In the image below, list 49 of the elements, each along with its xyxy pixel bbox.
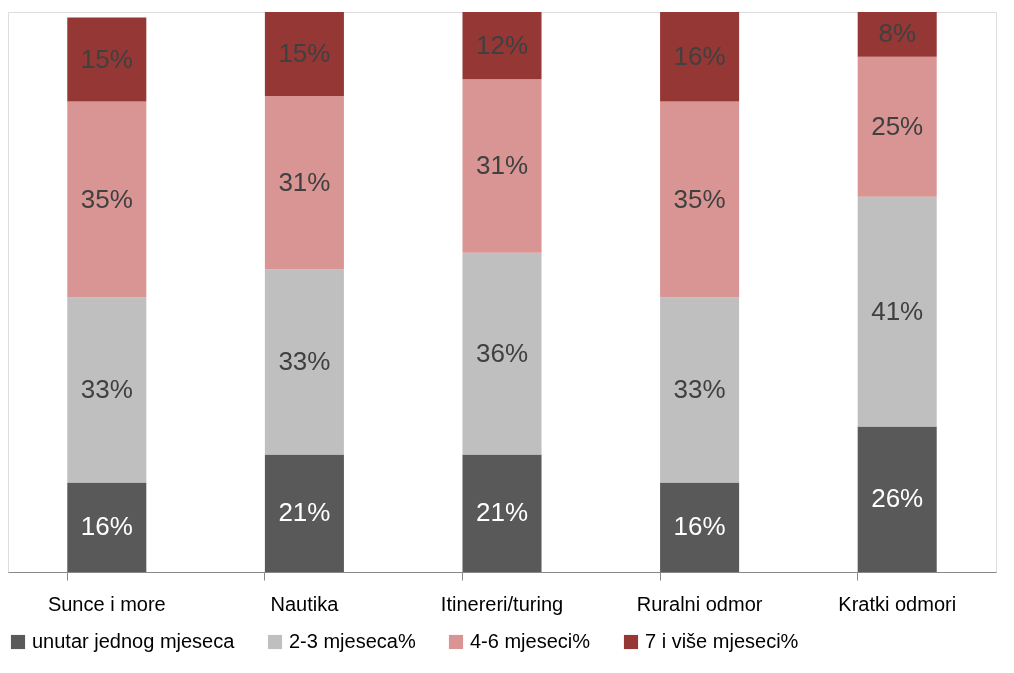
legend-label: 4-6 mjeseci% [470,630,591,652]
data-label: 16% [673,511,726,542]
data-label: 12% [475,29,529,60]
data-label: 8% [878,18,916,49]
bar [67,17,147,102]
bar [660,101,740,298]
legend-label: unutar jednog mjeseca [32,630,236,652]
data-label: 36% [475,337,529,368]
bar [857,196,937,427]
data-label: 31% [475,150,529,180]
legend-label: 7 i više mjeseci% [645,630,799,652]
bar [462,454,542,572]
bar [264,269,344,455]
bar [67,297,147,483]
bar [857,426,937,572]
data-label: 15% [80,43,133,74]
legend-label: 2-3 mjeseca% [289,630,416,652]
data-label: 25% [871,110,924,141]
bar [462,12,542,80]
data-label: 35% [673,183,726,214]
x-tick-label: Itinereri/turing [440,592,564,615]
x-tick-label: Nautika [270,592,340,615]
data-label: 16% [80,511,133,542]
bar [857,12,937,57]
bar [660,12,740,102]
x-tick-label: Kratki odmori [838,592,957,615]
data-label: 26% [871,483,924,514]
bar [264,454,344,572]
bar [660,482,740,572]
bar [462,79,542,253]
bar [857,56,937,197]
bar [264,12,344,96]
x-tick-label: Ruralni odmor [636,592,763,615]
bar [660,297,740,483]
bar [67,482,147,572]
x-tick-label: Sunce i more [47,592,166,615]
data-label: 21% [278,497,331,528]
data-label: 33% [673,374,726,404]
bar [462,252,542,455]
data-label: 15% [278,38,331,68]
data-label: 31% [278,166,331,197]
bar [264,96,344,270]
bar [67,101,147,298]
data-label: 16% [673,40,726,71]
data-label: 35% [80,183,133,214]
data-label: 41% [871,295,924,326]
data-label: 21% [475,497,529,528]
data-label: 33% [278,346,331,376]
data-label: 33% [80,374,133,404]
